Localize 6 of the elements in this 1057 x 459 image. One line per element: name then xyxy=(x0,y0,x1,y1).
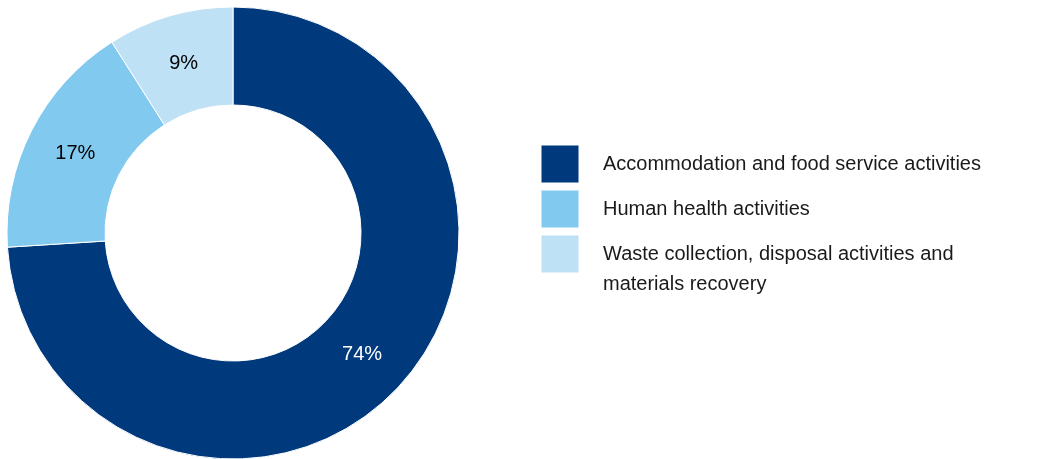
legend-label: Accommodation and food service activities xyxy=(603,152,981,174)
data-label: 9% xyxy=(169,51,199,74)
legend-label: Human health activities xyxy=(603,197,810,219)
data-label: 74% xyxy=(342,342,383,365)
legend-label: Waste collection, disposal activities and materials recovery xyxy=(603,242,954,294)
data-label: 17% xyxy=(55,140,96,163)
